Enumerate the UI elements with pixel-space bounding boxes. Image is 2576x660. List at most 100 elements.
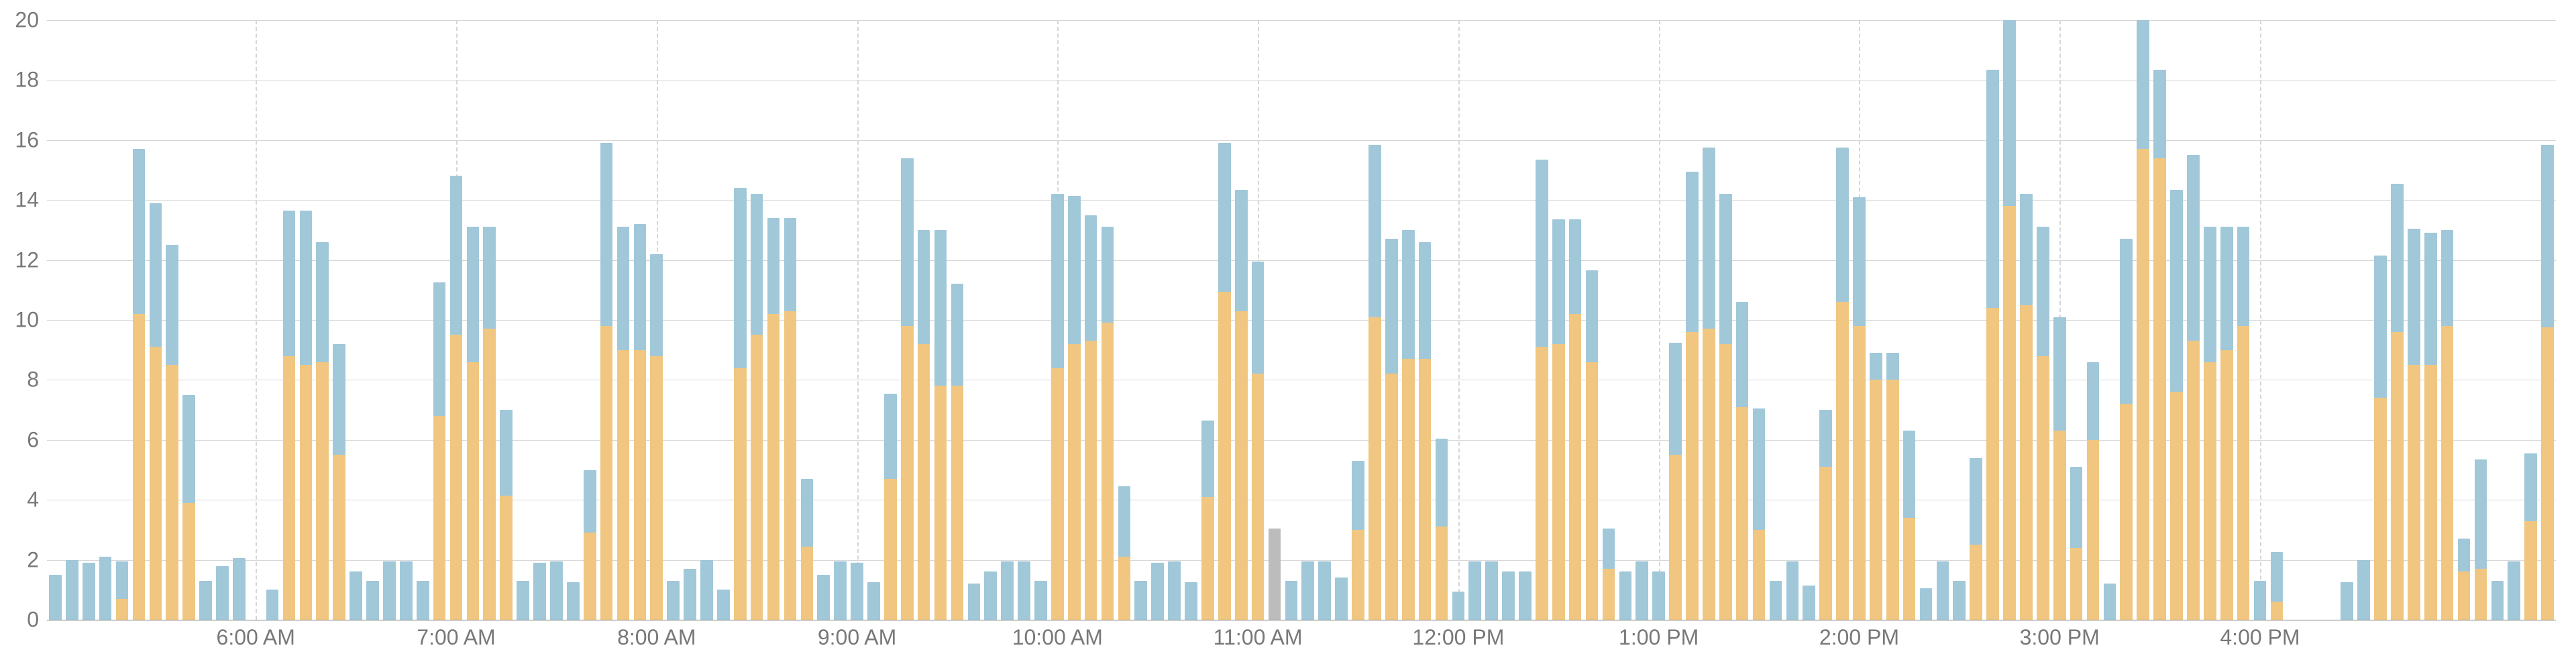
bar	[1870, 20, 1882, 620]
bar	[1603, 20, 1615, 620]
bar-segment-bottom	[2020, 305, 2033, 620]
bar	[1385, 20, 1398, 620]
bar	[199, 20, 212, 620]
bar-segment-top	[2341, 582, 2353, 620]
bar	[1335, 20, 1348, 620]
x-tick-label: 3:00 PM	[2020, 625, 2100, 650]
bar	[2508, 20, 2520, 620]
bar-segment-top	[1886, 353, 1899, 380]
bar-segment-top	[316, 242, 329, 362]
bar	[1986, 20, 1999, 620]
bar-segment-top	[2524, 453, 2537, 521]
bar-segment-top	[1536, 160, 1548, 347]
bar-segment-top	[2491, 581, 2504, 620]
bar-segment-top	[2003, 20, 2016, 206]
bar-segment-top	[2187, 155, 2200, 341]
bar-segment-top	[667, 581, 680, 620]
bar-segment-top	[49, 575, 62, 620]
bar-segment-bottom	[2187, 341, 2200, 620]
bar-segment-top	[1185, 582, 1197, 620]
bar-segment-bottom	[2120, 404, 2133, 620]
bar	[1151, 20, 1164, 620]
bar	[1436, 20, 1448, 620]
bar	[1853, 20, 1866, 620]
bar-segment-top	[2037, 227, 2049, 355]
bar-segment-bottom	[1419, 359, 1432, 620]
bar	[1402, 20, 1415, 620]
bar-segment-bottom	[2541, 327, 2554, 620]
bar	[1201, 20, 1214, 620]
bar	[901, 20, 914, 620]
bar-segment-top	[1970, 458, 1982, 545]
bar	[2020, 20, 2033, 620]
bar	[1619, 20, 1632, 620]
bar-segment-top	[1803, 586, 1815, 620]
bar	[1051, 20, 1064, 620]
x-tick-label: 6:00 AM	[217, 625, 295, 650]
bar-segment-top	[1986, 70, 1999, 308]
bar-segment-top	[1402, 230, 1415, 359]
bar-segment-bottom	[1836, 302, 1849, 620]
bar	[1669, 20, 1682, 620]
bar-segment-top	[2053, 317, 2066, 431]
bar	[934, 20, 947, 620]
bar-segment-top	[1235, 190, 1248, 311]
bar-segment-top	[1819, 410, 1832, 467]
bar	[667, 20, 680, 620]
bar-segment-top	[1452, 592, 1465, 620]
bar-segment-top	[851, 563, 863, 620]
bar	[216, 20, 229, 620]
bar	[1719, 20, 1732, 620]
bar	[266, 20, 279, 620]
bar	[166, 20, 178, 620]
y-tick-label: 8	[0, 368, 39, 392]
bar-segment-bottom	[1201, 497, 1214, 620]
bar-segment-bottom	[2271, 602, 2284, 620]
bar-segment-bottom	[1552, 344, 1565, 620]
bar	[1269, 20, 1281, 620]
bar	[1252, 20, 1265, 620]
bar-segment-top	[400, 561, 413, 620]
bar-segment-bottom	[1085, 341, 1097, 620]
bar-segment-top	[1301, 561, 1314, 620]
bar-segment-top	[1619, 571, 1632, 620]
bar	[1218, 20, 1231, 620]
bar-segment-bottom	[1385, 374, 1398, 620]
bar	[233, 20, 246, 620]
bar-segment-bottom	[1569, 314, 1582, 620]
bar-segment-top	[2508, 561, 2520, 620]
bar-segment-top	[2271, 552, 2284, 602]
bar-segment-top	[199, 581, 212, 620]
bar	[2187, 20, 2200, 620]
bar-segment-bottom	[1536, 347, 1548, 620]
bar	[2237, 20, 2250, 620]
bar-segment-bottom	[2137, 149, 2149, 620]
bar-segment-bottom	[1402, 359, 1415, 620]
bar-segment-top	[767, 218, 780, 314]
bar	[1102, 20, 1114, 620]
bar-segment-top	[784, 218, 797, 311]
bar-segment-bottom	[2087, 440, 2100, 620]
bar	[1786, 20, 1799, 620]
time-series-stacked-bar-chart: 02468101214161820 6:00 AM7:00 AM8:00 AM9…	[0, 0, 2576, 660]
bar-segment-top	[1753, 408, 1766, 530]
bar-segment-top	[1703, 148, 1715, 329]
bar-segment-bottom	[2153, 158, 2166, 620]
bar-segment-top	[684, 569, 696, 620]
bar	[1569, 20, 1582, 620]
bar-segment-top	[700, 560, 713, 620]
bar-segment-top	[1920, 588, 1933, 620]
bar	[533, 20, 546, 620]
bar-segment-bottom	[1719, 344, 1732, 620]
bar-segment-top	[884, 394, 897, 479]
bar-segment-top	[2374, 256, 2387, 398]
bar-segment-top	[734, 188, 747, 368]
bar	[1018, 20, 1030, 620]
bar-segment-top	[1836, 148, 1849, 302]
bar	[650, 20, 663, 620]
bar	[801, 20, 814, 620]
bar-segment-top	[2424, 233, 2437, 365]
bar-segment-top	[2137, 20, 2149, 149]
bar	[300, 20, 313, 620]
bar	[316, 20, 329, 620]
